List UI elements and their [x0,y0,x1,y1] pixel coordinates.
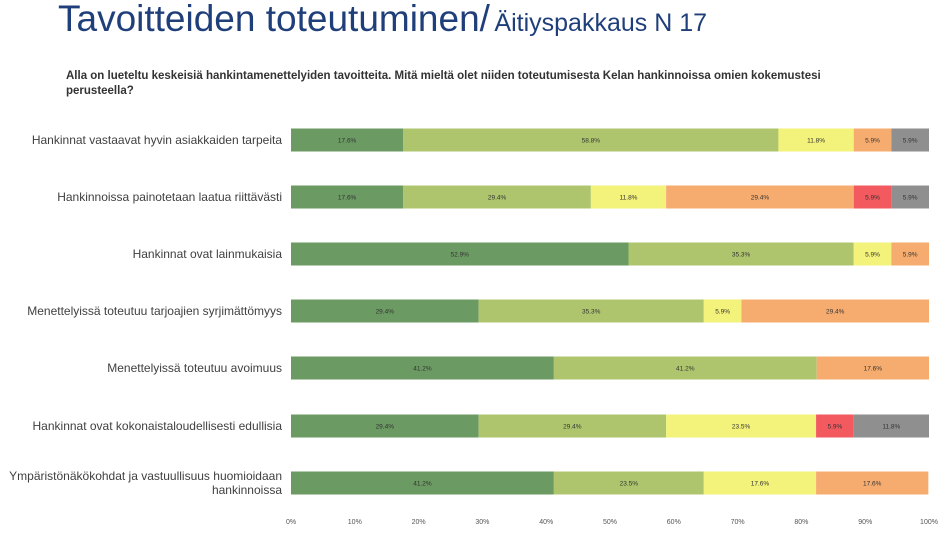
data-label: 17.6% [864,366,883,373]
bar-segment [291,128,404,152]
bar-segment [590,185,667,209]
bar-segment [291,356,554,380]
bar-segment [291,242,629,266]
data-label: 5.9% [865,252,880,259]
bar-segment [291,471,554,495]
bar-segment [853,128,892,152]
data-label: 17.6% [863,481,882,488]
bar-segment [853,414,929,438]
bar-segment [891,242,929,266]
data-label: 29.4% [376,309,395,316]
data-label: 29.4% [826,309,845,316]
bar-segment [628,242,854,266]
data-label: 11.8% [882,424,900,431]
bar-segment [703,471,817,495]
data-label: 17.6% [338,195,357,202]
data-label: 5.9% [827,424,842,431]
x-tick-label: 100% [920,519,938,526]
bar-segment [703,299,742,323]
data-label: 5.9% [903,195,918,202]
category-labels: Hankinnat vastaavat hyvin asiakkaiden ta… [9,133,282,497]
bar-segment [816,471,929,495]
x-tick-label: 80% [794,519,808,526]
x-tick-label: 10% [348,519,362,526]
bar-segment [853,185,892,209]
data-label: 23.5% [620,481,639,488]
data-label: 17.6% [338,138,357,145]
data-label: 29.4% [563,424,582,431]
data-label: 35.3% [582,309,601,316]
slide-title-sub: Äitiyspakkaus N 17 [494,9,708,37]
data-label: 52.9% [451,252,470,259]
category-label: Hankinnat ovat kokonaistaloudellisesti e… [33,419,283,433]
x-tick-label: 40% [539,519,553,526]
bar-segment [553,356,817,380]
bar-segment [891,185,929,209]
slide-title-main: Tavoitteiden toteutuminen/ [58,0,490,39]
data-label: 58.8% [582,138,601,145]
category-label: Hankinnat ovat lainmukaisia [133,247,283,261]
bar-segment [816,414,854,438]
x-tick-label: 20% [412,519,426,526]
x-tick-label: 30% [475,519,489,526]
slide-title: Tavoitteiden toteutuminen/ Äitiyspakkaus… [58,0,707,40]
data-label: 11.8% [807,138,825,145]
data-label: 17.6% [751,481,770,488]
bar-segment [403,185,591,209]
data-label: 29.4% [751,195,770,202]
data-label: 41.2% [676,366,695,373]
category-label: Menettelyissä toteutuu avoimuus [107,361,282,375]
data-label: 5.9% [715,309,730,316]
bar-segment [553,471,704,495]
bar-segment [666,185,854,209]
data-label: 41.2% [413,481,432,488]
data-label: 5.9% [865,138,880,145]
data-label: 29.4% [376,424,395,431]
bar-segment [666,414,817,438]
bar-segment [741,299,929,323]
data-label: 35.3% [732,252,751,259]
bar-segment [891,128,929,152]
x-axis-ticks: 0% 10% 20% 30% 40% 50% 60% 70% 80% 90% 100% [286,519,938,526]
bar-segment [291,414,479,438]
data-label: 11.8% [620,195,638,202]
x-tick-label: 60% [667,519,681,526]
data-label: 41.2% [413,366,432,373]
bar-area: 17.6% 58.8% 11.8% 5.9% 5.9% 17.6% 29.4% 11.8% 29… [291,128,929,495]
bar-segment [816,356,929,380]
category-label: Menettelyissä toteutuu tarjoajien syrjim… [27,304,282,318]
x-tick-label: 0% [286,519,296,526]
x-tick-label: 50% [603,519,617,526]
bar-segment [291,185,404,209]
x-tick-label: 70% [731,519,745,526]
data-label: 5.9% [903,138,918,145]
survey-question: Alla on lueteltu keskeisiä hankintamenet… [66,70,821,97]
bar-segment [478,299,704,323]
category-label: Hankinnoissa painotetaan laatua riittävä… [57,190,282,204]
data-label: 5.9% [865,195,880,202]
category-label: Ympäristönäkökohdat ja vastuullisuus huo… [9,469,282,483]
category-label: Hankinnat vastaavat hyvin asiakkaiden ta… [32,133,282,147]
data-label: 29.4% [488,195,507,202]
bar-segment [853,242,892,266]
data-label: 5.9% [903,252,918,259]
category-label: hankinnoissa [212,483,282,497]
bar-segment [478,414,667,438]
bar-segment [403,128,779,152]
data-label: 23.5% [732,424,751,431]
x-tick-label: 90% [858,519,872,526]
bar-segment [778,128,854,152]
bar-segment [291,299,479,323]
